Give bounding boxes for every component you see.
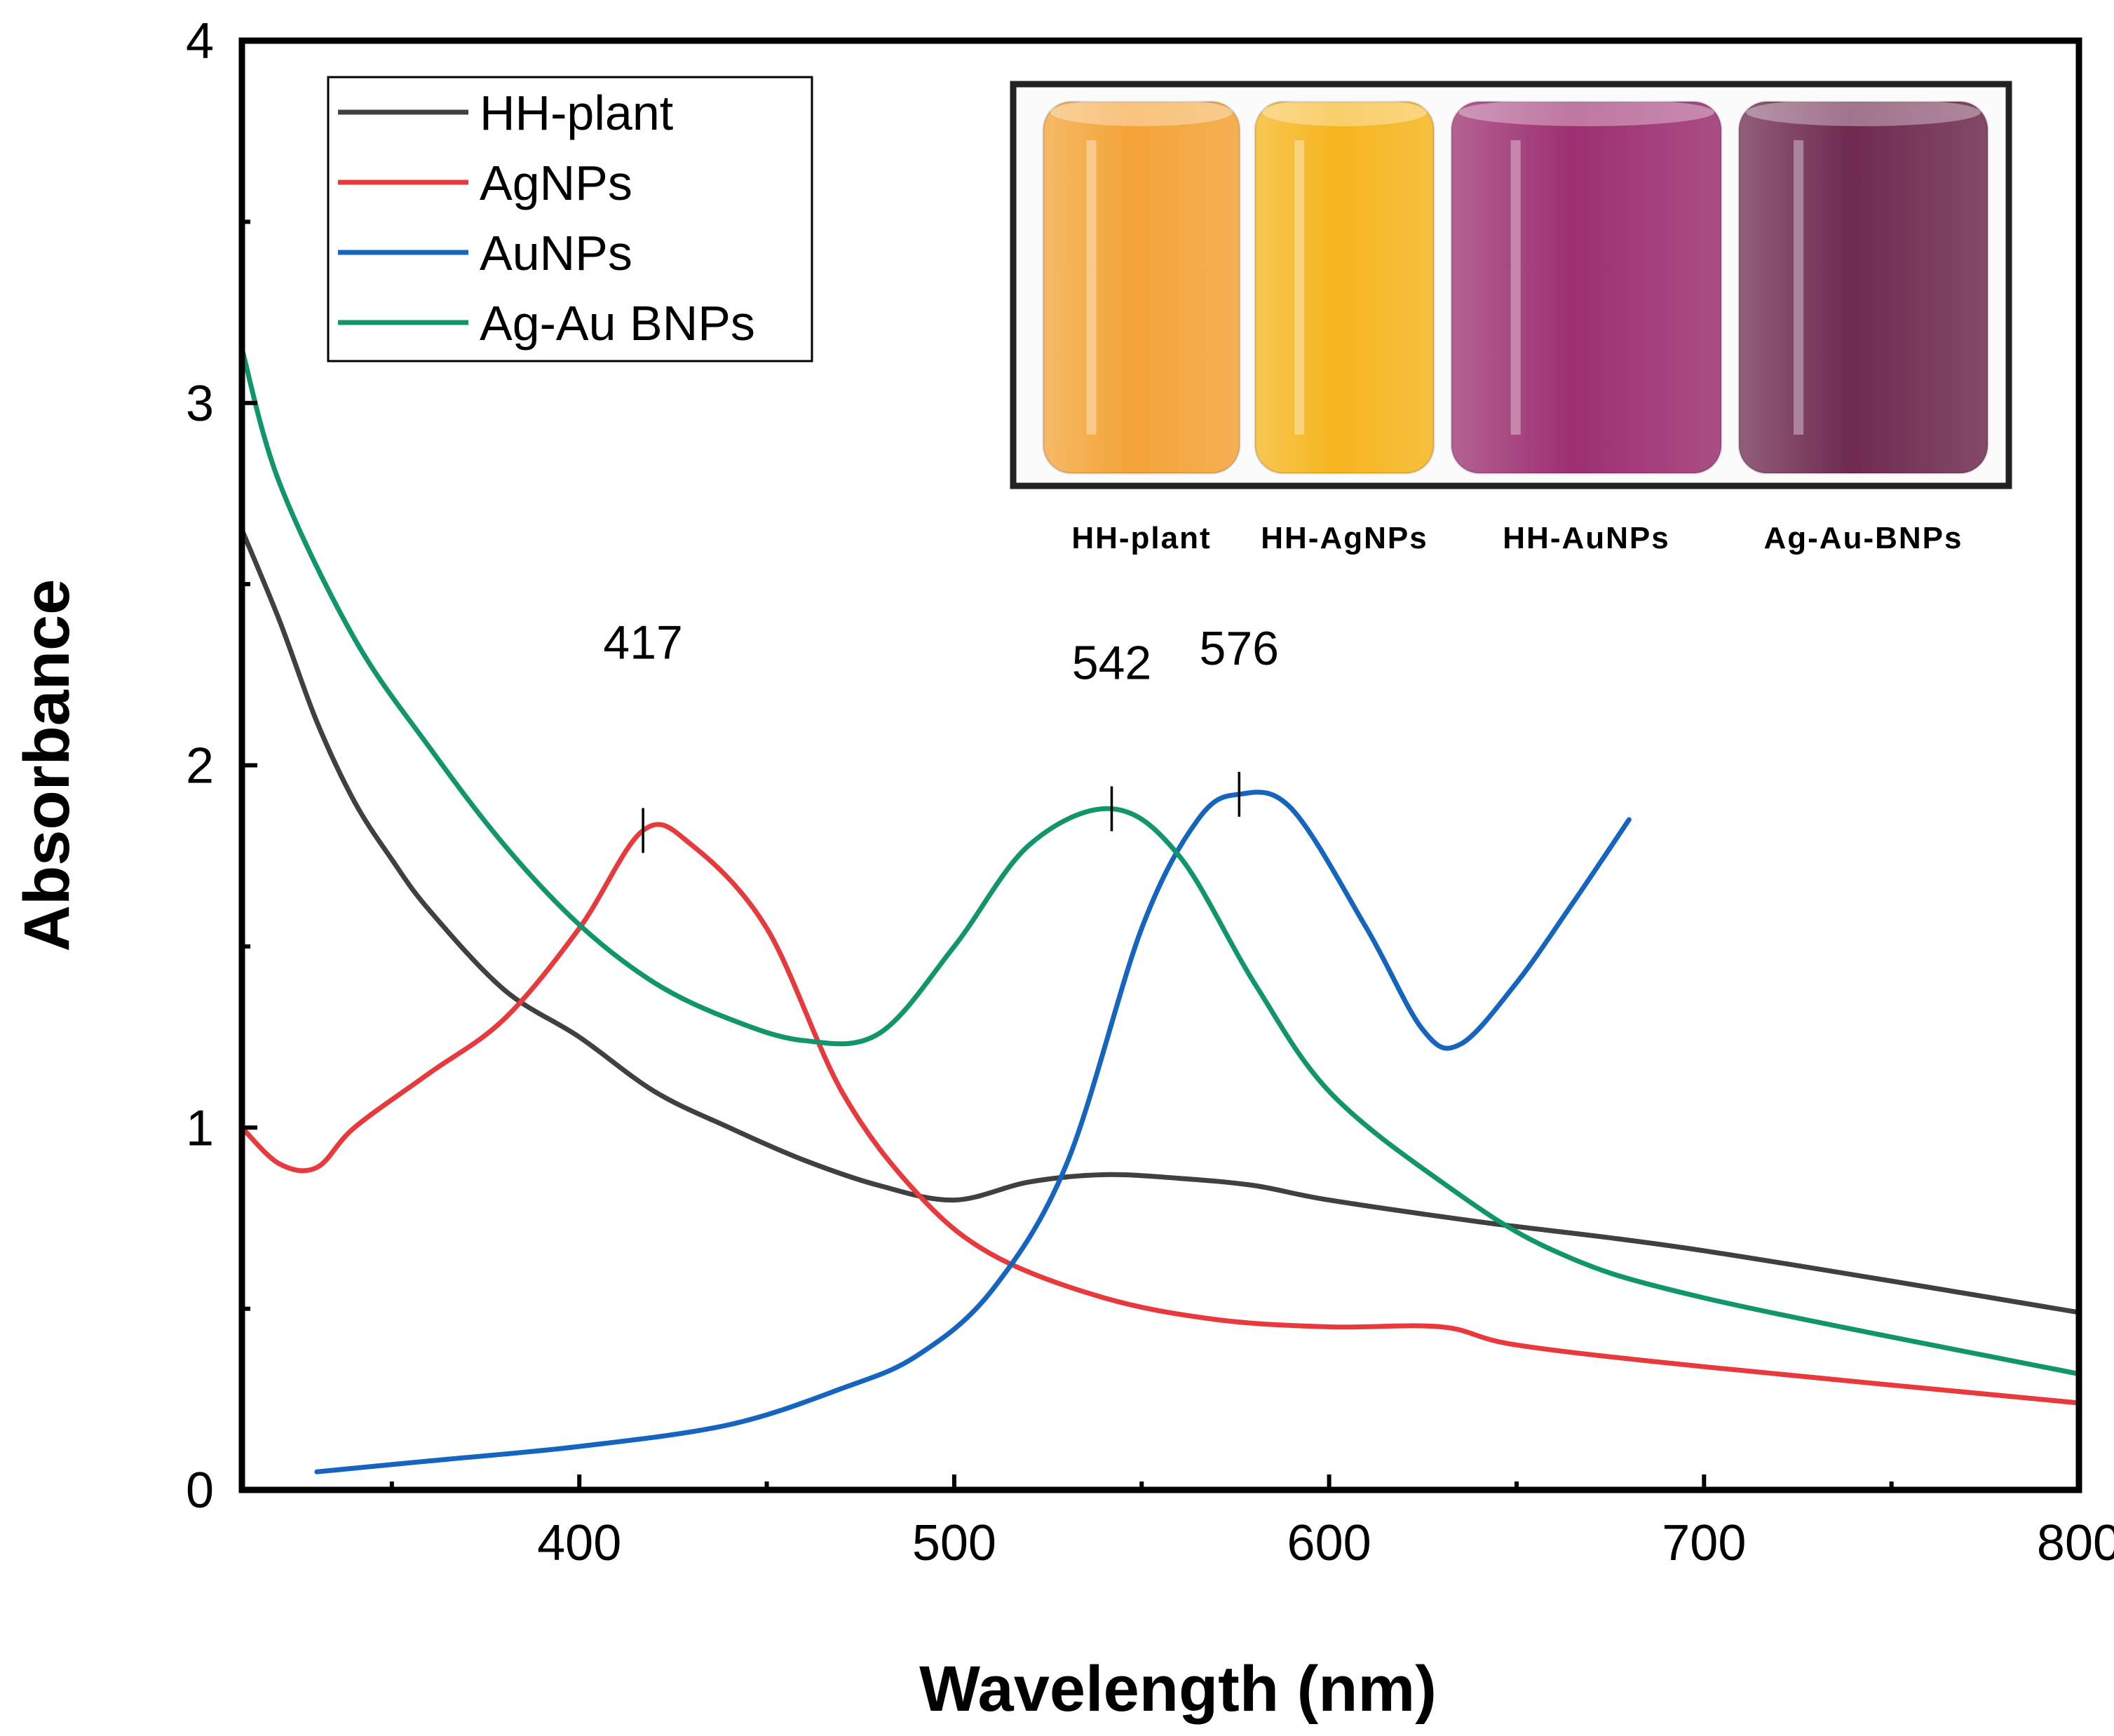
peak-label: 576 <box>1200 622 1279 675</box>
inset-photo: HH-plant HH-AgNPs HH-AuNPs Ag-Au-BNPs <box>1010 81 2012 555</box>
x-axis-title: Wavelength (nm) <box>919 1653 1437 1725</box>
series-line-ag-au-bnps <box>239 346 2082 1377</box>
series-line-agnps <box>239 822 2082 1406</box>
vial <box>1737 100 1989 475</box>
y-tick-label: 4 <box>186 13 214 69</box>
x-tick-label: 700 <box>1662 1515 1746 1571</box>
vial-label: HH-plant <box>1071 521 1211 555</box>
x-tick-label: 500 <box>912 1515 996 1571</box>
vial-rim <box>1746 98 1981 126</box>
legend-entry-label: AgNPs <box>480 156 632 210</box>
legend-entry-label: Ag-Au BNPs <box>480 296 755 351</box>
legend-box <box>327 76 813 362</box>
vial-rim <box>1458 98 1714 126</box>
vial-label: HH-AuNPs <box>1503 521 1669 555</box>
vial-rim <box>1262 98 1427 126</box>
vial-highlight <box>1794 140 1804 435</box>
vial-highlight <box>1510 140 1521 435</box>
y-tick-label: 3 <box>186 376 214 432</box>
x-tick-label: 800 <box>2037 1515 2114 1571</box>
y-tick-label: 2 <box>186 738 214 794</box>
series-line-aunps <box>314 789 1632 1474</box>
vial <box>1042 100 1241 475</box>
legend-entry-label: HH-plant <box>480 86 673 140</box>
legend: HH-plant AgNPs AuNPs Ag-Au BNPs <box>327 76 813 362</box>
vial-rim <box>1050 98 1233 126</box>
legend-entry-label: AuNPs <box>480 226 632 280</box>
x-tick-label: 600 <box>1287 1515 1371 1571</box>
vial-highlight <box>1086 140 1097 435</box>
y-tick-label: 1 <box>186 1100 214 1156</box>
y-tick-label: 0 <box>186 1463 214 1519</box>
vial <box>1254 100 1435 475</box>
peak-label: 542 <box>1072 637 1151 690</box>
vial <box>1450 100 1723 475</box>
vial-label: HH-AgNPs <box>1261 521 1428 555</box>
x-tick-label: 400 <box>537 1515 621 1571</box>
vial-highlight <box>1294 140 1305 435</box>
series-line-hh-plant <box>239 527 2082 1315</box>
y-axis-title: Absorbance <box>11 579 83 952</box>
vial-label: Ag-Au-BNPs <box>1764 521 1963 555</box>
peak-label: 417 <box>603 616 682 670</box>
